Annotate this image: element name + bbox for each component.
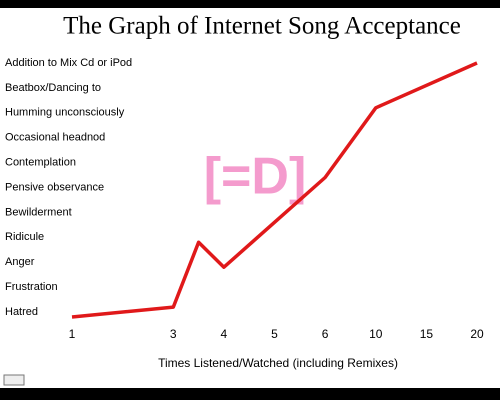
- y-tick-label: Occasional headnod: [5, 132, 105, 144]
- x-tick-label: 15: [420, 327, 434, 341]
- y-tick-label: Hatred: [5, 306, 38, 318]
- x-tick-label: 20: [470, 327, 484, 341]
- icon[interactable]: [3, 374, 25, 386]
- x-tick-label: 4: [221, 327, 228, 341]
- y-tick-label: Addition to Mix Cd or iPod: [5, 57, 132, 69]
- y-tick-label: Beatbox/Dancing to: [5, 82, 101, 94]
- x-tick-label: 6: [322, 327, 329, 341]
- line: [71, 61, 478, 319]
- y-tick-label: Anger: [5, 256, 35, 268]
- chart-title: The Graph of Internet Song Acceptance: [63, 13, 461, 40]
- x-tick-label: 5: [271, 327, 278, 341]
- y-tick-label: Frustration: [5, 281, 58, 293]
- y-tick-label: Humming unconsciously: [5, 107, 125, 119]
- x-axis-label: Times Listened/Watched (including Remixe…: [158, 356, 398, 370]
- x-tick-label: 1: [69, 327, 76, 341]
- watermark: [=D]: [204, 148, 307, 206]
- x-tick-label: 3: [170, 327, 177, 341]
- top-bar: [0, 0, 500, 8]
- y-tick-label: Pensive observance: [5, 181, 104, 193]
- y-tick-label: Contemplation: [5, 156, 76, 168]
- y-tick-label: Ridicule: [5, 231, 44, 243]
- x-tick-label: 10: [369, 327, 383, 341]
- bottom-bar: [0, 388, 500, 400]
- y-tick-label: Bewilderment: [5, 206, 72, 218]
